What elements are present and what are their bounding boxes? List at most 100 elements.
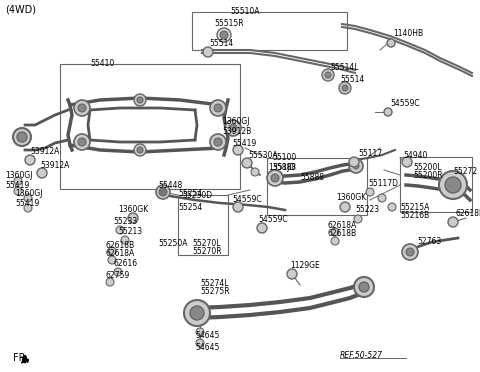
Circle shape: [439, 171, 467, 199]
FancyArrow shape: [23, 356, 27, 363]
Circle shape: [331, 237, 339, 245]
Text: 55448: 55448: [158, 180, 182, 189]
Text: 55254: 55254: [178, 203, 202, 212]
Text: 55215A: 55215A: [400, 202, 430, 212]
Circle shape: [445, 177, 461, 193]
Circle shape: [225, 120, 241, 136]
Circle shape: [210, 134, 226, 150]
Circle shape: [267, 170, 283, 186]
Text: 55515R: 55515R: [214, 19, 244, 29]
Circle shape: [37, 168, 47, 178]
Text: 1360GJ: 1360GJ: [5, 171, 33, 180]
Circle shape: [349, 157, 359, 167]
Circle shape: [128, 213, 138, 223]
Text: 1360GJ: 1360GJ: [222, 116, 250, 125]
Circle shape: [184, 300, 210, 326]
Text: 1129GE: 1129GE: [290, 260, 320, 269]
Text: 55888: 55888: [300, 173, 324, 183]
Circle shape: [74, 100, 90, 116]
Circle shape: [287, 269, 297, 279]
Circle shape: [78, 104, 86, 112]
Circle shape: [24, 204, 32, 212]
Circle shape: [220, 31, 228, 39]
Circle shape: [242, 158, 252, 168]
Text: 55410: 55410: [90, 58, 114, 67]
Text: 62618A: 62618A: [328, 221, 357, 230]
Text: 55216B: 55216B: [400, 212, 429, 221]
Circle shape: [134, 144, 146, 156]
Text: 54559C: 54559C: [390, 99, 420, 108]
Bar: [400, 157, 472, 212]
Text: 1351JD: 1351JD: [268, 163, 295, 171]
Text: 55213: 55213: [118, 228, 142, 237]
Text: REF.50-527: REF.50-527: [340, 352, 383, 360]
Circle shape: [378, 194, 386, 202]
Text: 55514L: 55514L: [330, 64, 359, 73]
Circle shape: [402, 244, 418, 260]
Circle shape: [25, 155, 35, 165]
Text: FR: FR: [13, 353, 25, 363]
Circle shape: [196, 339, 204, 347]
Circle shape: [134, 94, 146, 106]
Circle shape: [24, 194, 32, 202]
Text: 55419: 55419: [15, 199, 39, 208]
Text: 54645: 54645: [195, 343, 219, 352]
Text: 55270L: 55270L: [192, 238, 220, 247]
Circle shape: [325, 72, 331, 78]
Circle shape: [217, 28, 231, 42]
Text: 52763: 52763: [417, 237, 441, 246]
Circle shape: [114, 268, 122, 276]
Text: 54940: 54940: [403, 151, 427, 160]
Circle shape: [137, 97, 143, 103]
Text: 55514: 55514: [340, 76, 364, 84]
Circle shape: [203, 47, 213, 57]
Text: 53912A: 53912A: [40, 161, 70, 170]
Text: 62618A: 62618A: [105, 250, 134, 259]
Circle shape: [137, 147, 143, 153]
Text: 55200L: 55200L: [413, 163, 442, 171]
Circle shape: [214, 104, 222, 112]
Circle shape: [190, 306, 204, 320]
Text: 54559C: 54559C: [258, 215, 288, 224]
Text: (4WD): (4WD): [5, 5, 36, 15]
Circle shape: [14, 187, 22, 195]
Circle shape: [322, 69, 334, 81]
Text: 55272: 55272: [453, 167, 477, 176]
Text: 55530A: 55530A: [248, 151, 277, 160]
Bar: [178, 195, 228, 255]
Circle shape: [354, 277, 374, 297]
Text: 62618B: 62618B: [328, 230, 357, 238]
Circle shape: [233, 202, 243, 212]
Text: 55117D: 55117D: [368, 180, 398, 189]
Text: 62616: 62616: [113, 260, 137, 269]
Text: 55270R: 55270R: [192, 247, 222, 257]
Circle shape: [210, 100, 226, 116]
Circle shape: [116, 226, 124, 234]
Text: 62759: 62759: [105, 270, 129, 279]
Circle shape: [229, 124, 237, 132]
Circle shape: [271, 174, 279, 182]
Circle shape: [388, 203, 396, 211]
Circle shape: [214, 138, 222, 146]
Circle shape: [108, 247, 116, 255]
Circle shape: [353, 163, 359, 169]
Text: 62618B: 62618B: [455, 208, 480, 218]
Text: 55233: 55233: [113, 218, 137, 227]
Text: 55223: 55223: [355, 205, 379, 215]
Circle shape: [387, 39, 395, 47]
Circle shape: [406, 248, 414, 256]
Circle shape: [366, 188, 374, 196]
Text: 54559C: 54559C: [232, 195, 262, 203]
Circle shape: [159, 188, 167, 196]
Text: 55250A: 55250A: [158, 238, 188, 247]
Circle shape: [331, 228, 339, 236]
Circle shape: [448, 217, 458, 227]
Bar: [192, 12, 347, 50]
Circle shape: [354, 215, 362, 223]
Text: 53912B: 53912B: [222, 128, 251, 137]
Circle shape: [108, 256, 116, 264]
Circle shape: [13, 128, 31, 146]
Circle shape: [359, 282, 369, 292]
Circle shape: [233, 145, 243, 155]
Circle shape: [349, 159, 363, 173]
